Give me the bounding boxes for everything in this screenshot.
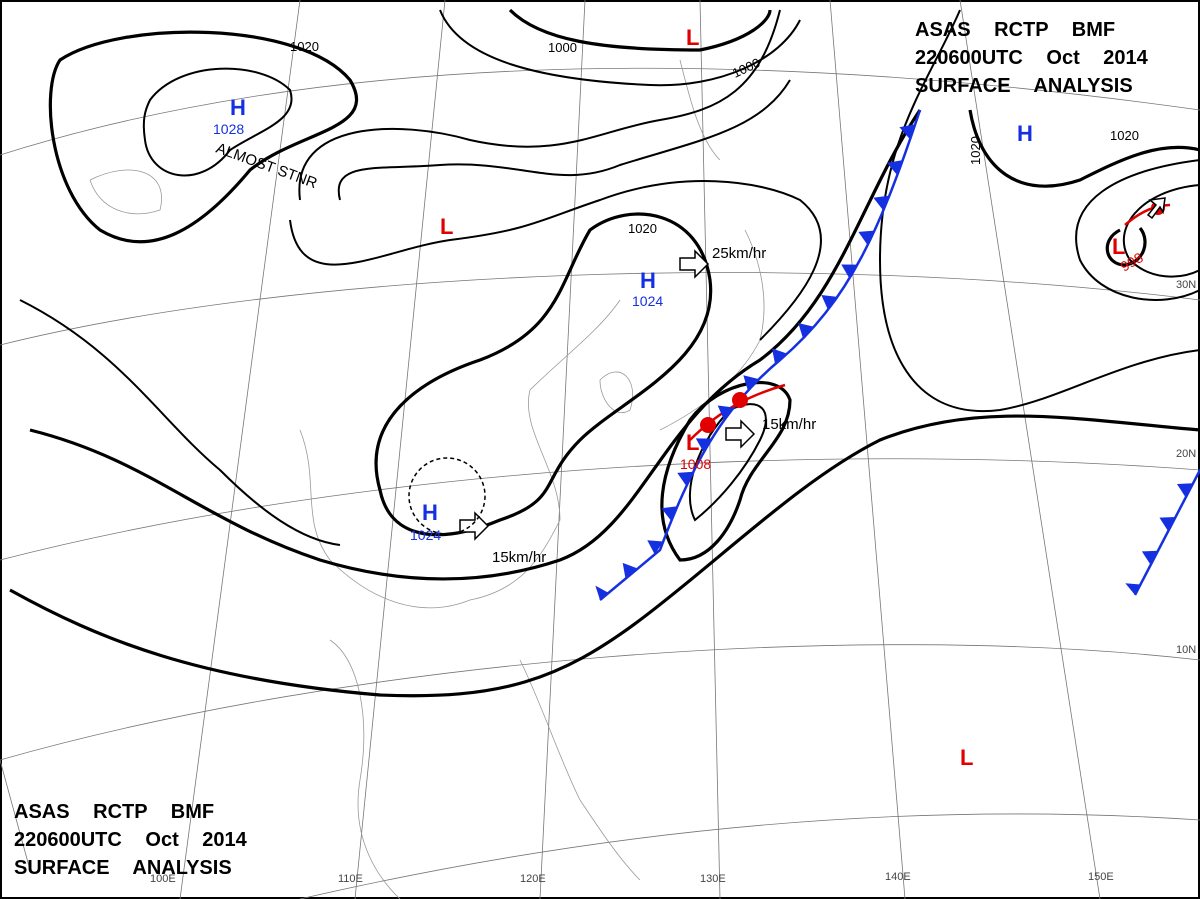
cold-front-triangle — [743, 375, 759, 391]
latitude-label: 30N — [1176, 279, 1196, 291]
isobar-label: 1020 — [1110, 128, 1139, 143]
center-motion: 25km/hr — [712, 245, 766, 262]
warm-front — [1124, 203, 1171, 226]
header-line: 220600UTC Oct 2014 — [915, 47, 1149, 69]
isobar-label: 1020 — [968, 136, 983, 165]
cold-front-triangle — [771, 348, 788, 365]
header-line: SURFACE ANALYSIS — [915, 75, 1133, 97]
cold-front-triangle — [1141, 550, 1159, 565]
cold-front-triangle — [899, 124, 916, 140]
cold-front-triangle — [821, 295, 838, 310]
footer-line: 220600UTC Oct 2014 — [14, 829, 248, 851]
longitude-label: 120E — [520, 873, 546, 885]
header-line: ASAS RCTP BMF — [915, 19, 1115, 41]
cold-front-triangle — [1125, 583, 1141, 595]
pressure-center: L — [440, 214, 453, 239]
cold-front-triangle — [647, 540, 664, 555]
cold-front-triangle — [841, 264, 858, 279]
motion-arrows — [408, 197, 1166, 541]
warm-front-bump — [732, 392, 748, 408]
cold-front-triangle — [717, 405, 734, 421]
center-pressure: 1028 — [213, 121, 244, 137]
high-dashed-circle — [408, 457, 486, 535]
cold-front-triangle — [858, 230, 875, 246]
fronts — [595, 109, 1200, 601]
pressure-center: H — [1017, 121, 1033, 146]
longitude-label: 110E — [338, 873, 363, 885]
pressure-center: H — [230, 95, 246, 120]
pressure-center: L — [1112, 234, 1125, 259]
isobar-label: 1000 — [548, 40, 577, 55]
cold-front-triangle — [677, 471, 694, 487]
footer-line: ASAS RCTP BMF — [14, 801, 214, 823]
isobar-label: 1020 — [628, 221, 657, 236]
center-pressure: 1024 — [632, 293, 663, 309]
longitude-label: 100E — [150, 873, 176, 885]
coastlines — [89, 59, 765, 899]
cold-front-triangle — [1176, 483, 1194, 498]
cold-front-triangle — [1159, 517, 1176, 532]
pressure-center: H — [422, 500, 438, 525]
longitude-label: 130E — [700, 873, 726, 885]
pressure-center: L — [686, 25, 699, 50]
isobar-label: 1020 — [290, 39, 319, 54]
pressure-center: H — [640, 268, 656, 293]
cold-front-triangle — [695, 438, 712, 453]
cold-front-triangle — [661, 506, 678, 521]
center-motion: 15km/hr — [492, 549, 546, 566]
cold-front-triangle — [595, 585, 609, 600]
cold-front-triangle — [622, 562, 638, 579]
isobars — [9, 8, 1200, 698]
center-pressure: 1024 — [410, 527, 441, 543]
cold-front-triangle — [798, 323, 814, 339]
longitude-label: 140E — [885, 871, 911, 883]
warm-front-bump — [700, 417, 716, 433]
center-pressure: 1008 — [680, 456, 711, 472]
latitude-label: 20N — [1176, 448, 1196, 460]
cold-front-triangle — [886, 160, 903, 176]
footer-line: SURFACE ANALYSIS — [14, 857, 232, 879]
cold-front-triangle — [873, 195, 890, 211]
latitude-label: 10N — [1176, 644, 1196, 656]
longitude-label: 150E — [1088, 871, 1114, 883]
center-motion: 15km/hr — [762, 416, 816, 433]
pressure-center: L — [960, 745, 973, 770]
pressure-center: L — [686, 430, 699, 455]
